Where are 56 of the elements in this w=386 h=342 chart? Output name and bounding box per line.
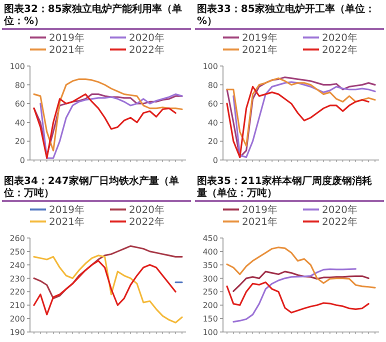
legend-label: 2019年: [242, 204, 278, 216]
chart-title: 图表35：211家样本钢厂周度废钢消耗量（单位：万吨）: [196, 175, 372, 199]
chart-title: 图表34：247家钢厂日均铁水产量（单位：万吨）: [3, 175, 179, 199]
y-tick-label: 200: [10, 314, 25, 324]
y-tick-label: 100: [10, 62, 25, 71]
legend-label: 2020年: [129, 32, 164, 44]
y-tick-label: 240: [10, 260, 25, 270]
line-series: [33, 254, 183, 324]
legend-label: 2019年: [49, 32, 84, 44]
legend-label: 2021年: [49, 44, 84, 56]
line-series: [232, 268, 356, 323]
line-series: [232, 270, 370, 292]
y-tick-label: 40: [14, 118, 25, 128]
y-tick-label: 250: [10, 247, 25, 256]
y-tick-label: 20: [208, 137, 218, 146]
y-tick-label: 100: [202, 328, 218, 337]
y-tick-label: 0: [212, 156, 218, 165]
y-tick-label: 190: [10, 328, 25, 337]
y-tick-label: 80: [14, 80, 25, 90]
legend-label: 2022年: [322, 44, 358, 56]
y-tick-label: 260: [10, 234, 25, 243]
legend-label: 2022年: [322, 216, 358, 228]
y-tick-label: 20: [14, 137, 25, 146]
legend-label: 2020年: [129, 204, 164, 216]
legend-label: 2021年: [49, 216, 84, 228]
line-series: [33, 78, 183, 152]
y-tick-label: 220: [10, 288, 25, 297]
chart-title: 图表32：85家独立电炉产能利用率（单位：%）: [3, 3, 182, 27]
y-tick-label: 400: [202, 247, 218, 256]
legend-label: 2022年: [129, 216, 164, 228]
legend-label: 2021年: [242, 216, 278, 228]
y-tick-label: 100: [202, 62, 218, 71]
y-tick-label: 0: [20, 156, 25, 165]
legend-label: 2020年: [322, 32, 358, 44]
y-tick-label: 450: [202, 234, 218, 243]
legend-label: 2022年: [129, 44, 164, 56]
y-tick-label: 40: [208, 118, 218, 128]
legend-label: 2019年: [242, 32, 278, 44]
y-tick-label: 300: [202, 274, 218, 284]
y-tick-label: 80: [208, 80, 218, 90]
y-tick-label: 230: [10, 274, 25, 284]
line-series: [33, 260, 176, 316]
legend-label: 2021年: [242, 44, 278, 56]
legend-label: 2020年: [322, 204, 358, 216]
y-tick-label: 60: [208, 100, 218, 109]
y-tick-label: 350: [202, 260, 218, 270]
line-series: [33, 245, 183, 300]
legend-label: 2019年: [49, 204, 84, 216]
y-tick-label: 150: [202, 314, 218, 324]
y-tick-label: 210: [10, 301, 25, 310]
y-tick-label: 250: [202, 288, 218, 297]
y-tick-label: 60: [14, 100, 25, 109]
chart-title: 图表33：85家独立电炉开工率（单位：%）: [197, 3, 375, 27]
line-series: [226, 246, 376, 288]
line-series: [226, 282, 370, 314]
y-tick-label: 200: [202, 301, 218, 310]
